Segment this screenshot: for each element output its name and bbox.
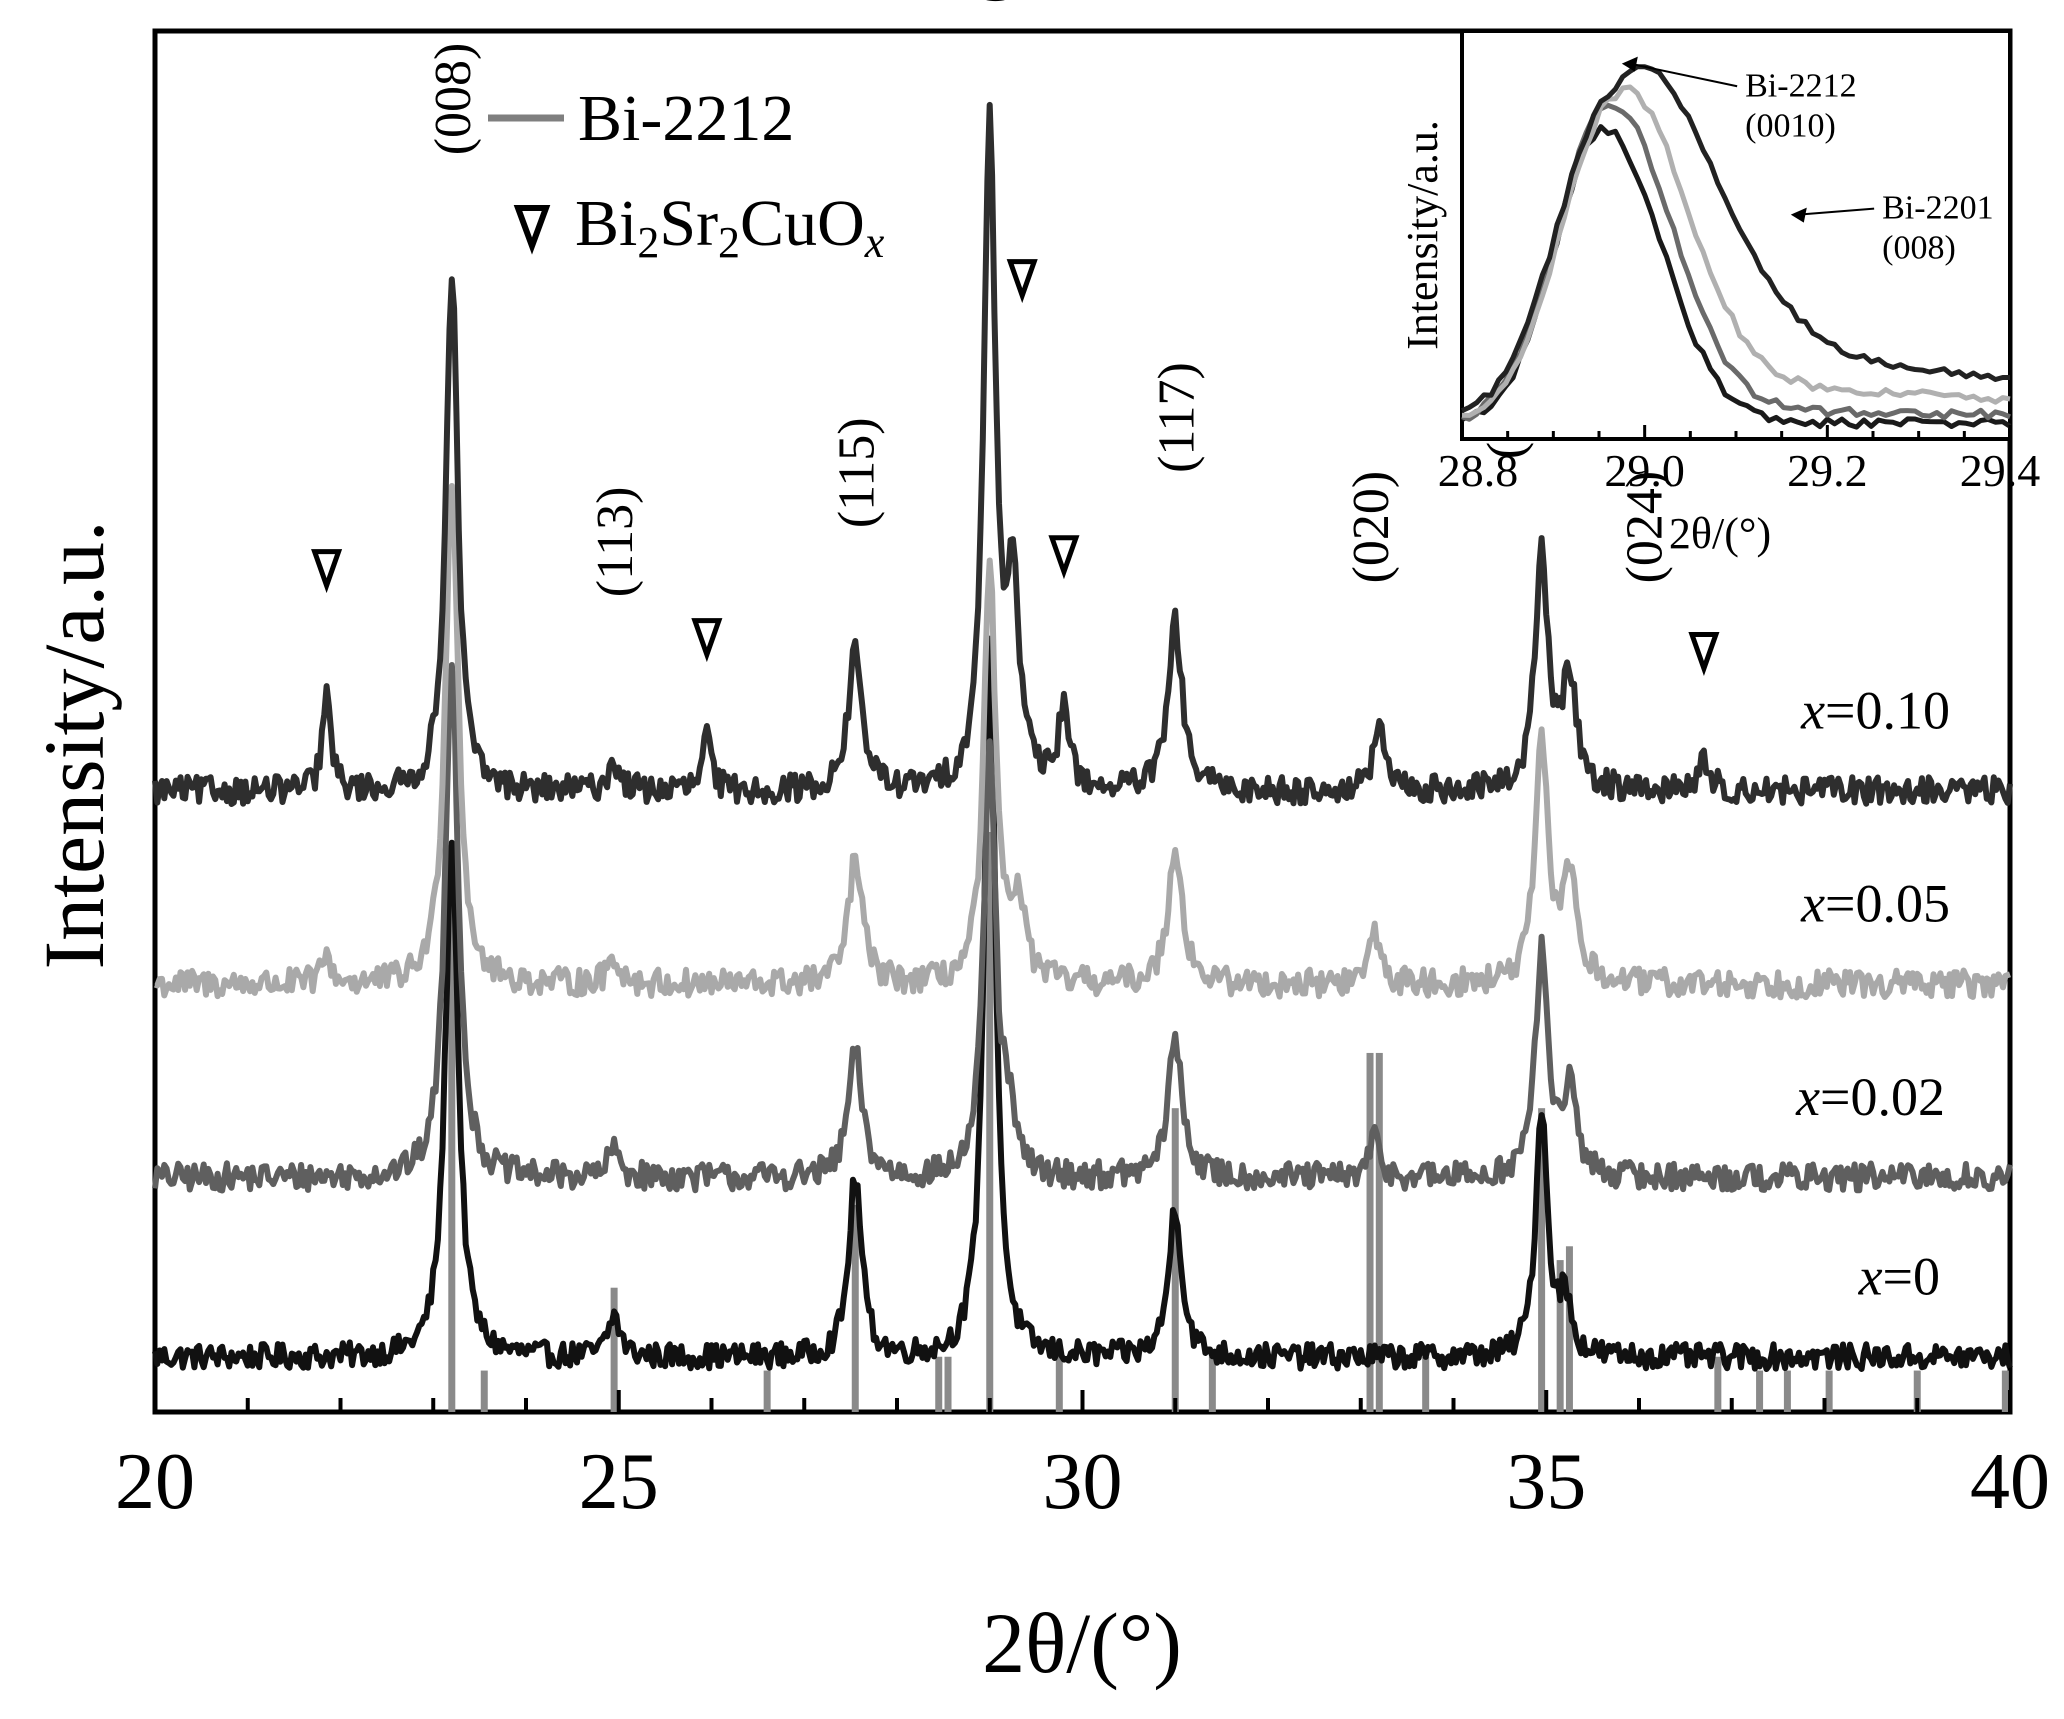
x-axis-title: 2θ/(°) (982, 1595, 1182, 1691)
impurity-markers (311, 259, 1720, 676)
y-axis-title: Intensity/a.u. (26, 520, 122, 969)
inset-annotation-text: (008) (1882, 230, 1956, 267)
x-tick-label: 40 (1970, 1438, 2050, 1526)
reference-bar (2001, 1370, 2009, 1412)
legend-triangle-marker (513, 205, 551, 255)
inset-annotation-text: (0010) (1745, 107, 1836, 144)
impurity-marker (1048, 535, 1080, 580)
inset-arrowhead (1621, 56, 1638, 72)
reference-bar (1756, 1370, 1764, 1412)
series-label: x=0.02 (1795, 1067, 1945, 1127)
inset-annotation-text: Bi-2201 (1882, 190, 1993, 227)
inset-annotation-arrow (1798, 207, 1875, 216)
inset-x-axis-title: 2θ/(°) (1669, 509, 1771, 558)
x-tick-label: 30 (1043, 1438, 1123, 1526)
reference-bar (448, 859, 456, 1412)
inset-x-tick-label: 29.0 (1604, 445, 1685, 496)
impurity-marker (311, 549, 343, 594)
reference-bar (851, 1204, 859, 1412)
series-label: x=0.05 (1800, 874, 1950, 934)
reference-bar (1375, 1052, 1383, 1412)
reference-bar (1538, 1108, 1546, 1412)
peak-label: (0010) (963, 0, 1020, 3)
trace-x-0-05 (154, 483, 2011, 1001)
reference-bar (1556, 1260, 1564, 1412)
impurity-marker (1688, 631, 1720, 676)
series-label: x=0 (1858, 1247, 1940, 1307)
reference-bar (986, 831, 994, 1412)
reference-bar (1825, 1370, 1833, 1412)
inset-x-tick-label: 28.8 (1438, 445, 1519, 496)
reference-bar (1366, 1052, 1374, 1412)
inset-x-tick-label: 29.2 (1787, 445, 1868, 496)
x-tick-label: 20 (115, 1438, 195, 1526)
reference-bar (763, 1370, 771, 1412)
legend: Bi-2212 Bi2Sr2CuOx (488, 82, 885, 267)
trace-x-0 (152, 635, 2013, 1372)
x-axis: 20 25 30 35 40 (115, 1390, 2050, 1526)
impurity-marker (1006, 259, 1038, 304)
legend-entry-bi2212: Bi-2212 (578, 82, 794, 155)
reference-bar (1055, 1356, 1063, 1412)
legend-entry-bi2201: Bi2Sr2CuOx (575, 187, 885, 267)
reference-bar (1913, 1370, 1921, 1412)
reference-bar (1208, 1356, 1216, 1412)
x-tick-label: 35 (1506, 1438, 1586, 1526)
reference-bar (480, 1370, 488, 1412)
series-label: x=0.10 (1800, 680, 1950, 740)
inset-trace-x-0-05 (1461, 84, 2011, 418)
reference-bar (1714, 1356, 1722, 1412)
inset-panel: 28.8 29.0 29.2 29.4 2θ/(°) Intensity/a.u. B… (1398, 29, 2041, 558)
peak-label: (113) (587, 487, 644, 598)
reference-bar (610, 1287, 618, 1412)
peak-label: (008) (425, 43, 482, 156)
inset-annotation-text: Bi-2212 (1745, 67, 1856, 104)
reference-bar (944, 1356, 952, 1412)
inset-annotations: Bi-2212(0010) Bi-2201(008) (1621, 56, 1994, 267)
inset-x-axis: 28.8 29.0 29.2 29.4 (1438, 425, 2041, 496)
reference-bar (1422, 1356, 1430, 1412)
inset-traces (1460, 64, 2012, 430)
reference-bar (1783, 1370, 1791, 1412)
inset-trace-x-0-10 (1460, 64, 2010, 413)
peak-label: (117) (1148, 362, 1205, 473)
inset-x-tick-label: 29.4 (1960, 445, 2041, 496)
peak-label: (115) (828, 417, 885, 528)
reference-bar (1171, 1108, 1179, 1412)
x-tick-label: 25 (579, 1438, 659, 1526)
trace-x-0-10 (152, 101, 2013, 807)
inset-y-axis-title: Intensity/a.u. (1398, 120, 1447, 350)
peak-label: (020) (1343, 471, 1400, 584)
trace-x-0-02 (152, 662, 2013, 1194)
xrd-traces (152, 101, 2013, 1372)
reference-bar (1565, 1246, 1573, 1412)
impurity-marker (691, 618, 723, 663)
reference-bars (448, 831, 2009, 1412)
reference-bar (935, 1356, 943, 1412)
series-labels: x=0.10 x=0.05 x=0.02 x=0 (1795, 680, 1950, 1306)
peak-label: (024) (1617, 471, 1674, 584)
inset-arrowhead (1790, 207, 1807, 223)
inset-annotation-arrow (1629, 62, 1738, 88)
